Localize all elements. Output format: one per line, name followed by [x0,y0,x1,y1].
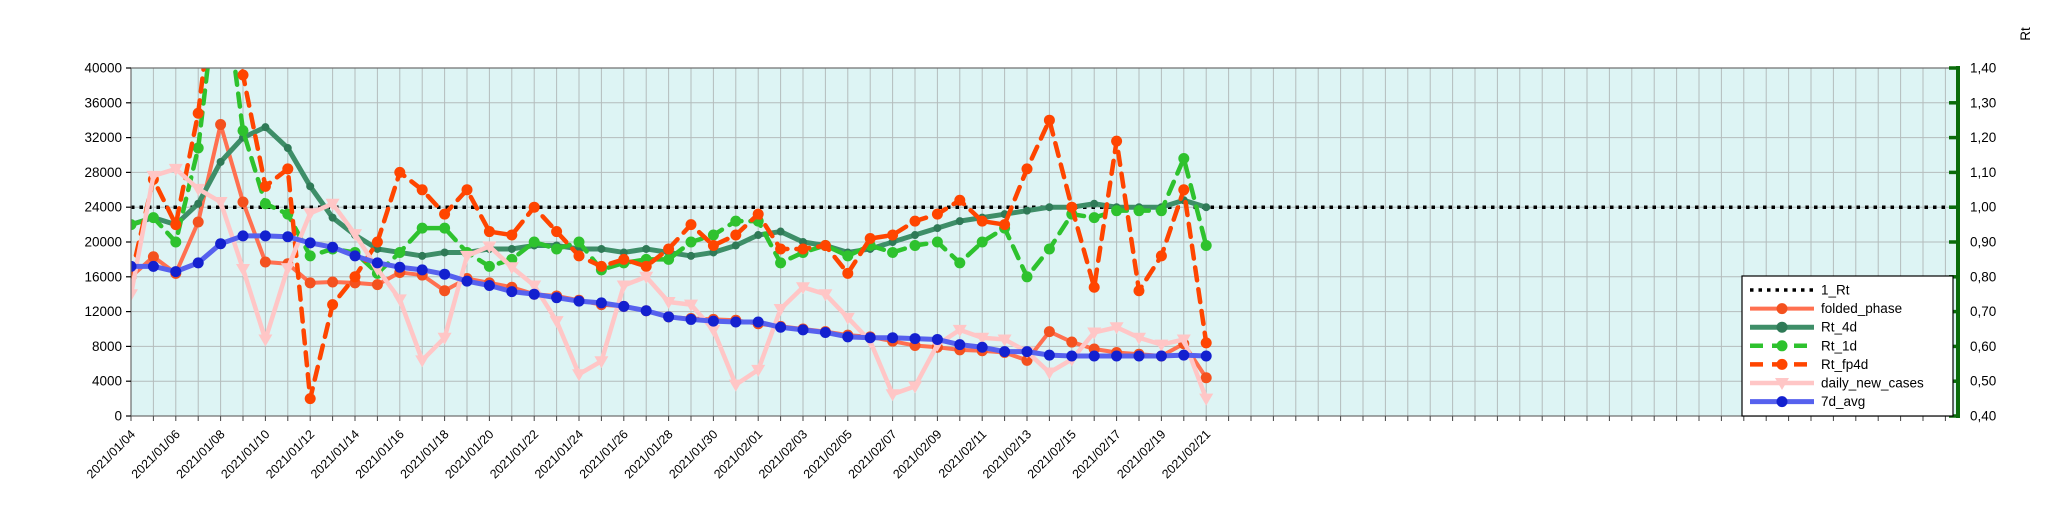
legend-item-Rt_fp4d: Rt_fp4d [1750,357,1868,372]
svg-text:32000: 32000 [84,130,122,145]
legend: 1_Rt folded_phase Rt_4d Rt_1d Rt_fp4d daily_n… [1741,275,1954,417]
svg-text:2021/02/21: 2021/02/21 [1159,427,1213,481]
svg-text:36000: 36000 [84,95,122,110]
svg-text:28000: 28000 [84,165,122,180]
svg-text:20000: 20000 [84,235,122,250]
left-axis: 0 4000 8000 12000 16000 20000 24000 28000 32000 3… [84,61,131,424]
legend-label: daily_new_cases [1821,376,1924,391]
legend-label: 7d_avg [1821,394,1865,409]
x-axis: 2021/01/042021/01/062021/01/082021/01/10… [84,416,1946,481]
svg-text:0,70: 0,70 [1970,304,1996,319]
svg-text:1,30: 1,30 [1970,95,1996,110]
svg-text:1,00: 1,00 [1970,200,1996,215]
svg-text:1,20: 1,20 [1970,130,1996,145]
svg-text:1,40: 1,40 [1970,61,1996,76]
svg-text:0: 0 [114,409,122,424]
svg-text:8000: 8000 [92,339,122,354]
legend-item-1_Rt: 1_Rt [1750,283,1850,298]
svg-text:0,90: 0,90 [1970,235,1996,250]
svg-text:0,40: 0,40 [1970,409,1996,424]
legend-label: folded_phase [1821,301,1902,316]
legend-label: Rt_fp4d [1821,357,1868,372]
series-7d_avg [131,230,1212,362]
legend-label: Rt_4d [1821,320,1857,335]
svg-text:4000: 4000 [92,374,122,389]
svg-text:0,50: 0,50 [1970,374,1996,389]
legend-label: 1_Rt [1821,283,1850,298]
legend-label: Rt_1d [1821,338,1857,353]
legend-item-folded_phase: folded_phase [1750,301,1902,316]
legend-item-7d_avg: 7d_avg [1750,394,1865,409]
svg-text:40000: 40000 [84,61,122,76]
right-axis: 0,40 0,50 0,60 0,70 0,80 0,90 1,00 1,10 1,20 1,30… [1949,61,1996,424]
svg-text:0,80: 0,80 [1970,269,1996,284]
svg-text:12000: 12000 [84,304,122,319]
series-Rt_fp4d [131,68,1212,405]
svg-text:2021/02/09: 2021/02/09 [890,427,944,481]
svg-text:0,60: 0,60 [1970,339,1996,354]
svg-text:16000: 16000 [84,269,122,284]
legend-item-Rt_1d: Rt_1d [1750,338,1857,353]
legend-item-Rt_4d: Rt_4d [1750,320,1857,335]
legend-item-daily_new_cases: daily_new_cases [1750,376,1924,391]
svg-text:24000: 24000 [84,200,122,215]
svg-text:1,10: 1,10 [1970,165,1996,180]
series-layer [131,68,1958,406]
right-axis-title: Rt [2018,27,2033,41]
